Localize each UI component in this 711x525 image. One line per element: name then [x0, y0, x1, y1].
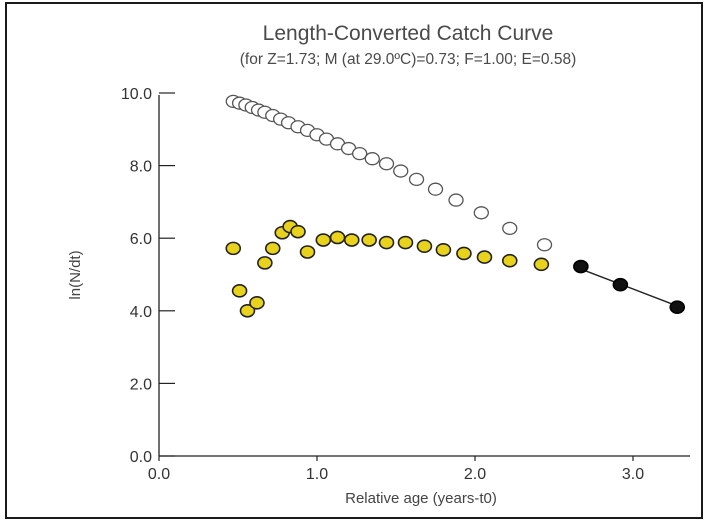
x-axis-ticks: 0.0 1.0 2.0 3.0: [148, 456, 644, 483]
chart-frame: [5, 2, 703, 519]
x-axis-label: Relative age (years-t0): [345, 490, 497, 507]
open-point: [364, 152, 380, 166]
y-tick-label: 6.0: [130, 231, 152, 248]
black-point: [573, 259, 589, 274]
y-axis-ticks: 0.0 2.0 4.0 6.0 8.0 10.0: [121, 86, 175, 466]
yellow-point: [315, 233, 332, 247]
yellow-point: [361, 233, 377, 247]
x-tick-label: 0.0: [148, 466, 170, 483]
y-tick-label: 8.0: [130, 159, 152, 176]
open-point: [378, 157, 395, 171]
yellow-point: [397, 235, 414, 250]
open-point: [427, 182, 444, 196]
yellow-point: [299, 245, 316, 259]
open-point: [536, 238, 553, 252]
open-point: [448, 193, 464, 207]
yellow-point: [416, 239, 433, 253]
yellow-point: [456, 246, 472, 261]
yellow-point: [533, 257, 550, 272]
y-tick-label: 2.0: [130, 376, 152, 393]
yellow-point: [249, 296, 265, 310]
x-tick-label: 2.0: [464, 466, 486, 483]
black-point: [612, 277, 629, 292]
yellow-point: [435, 243, 452, 257]
regression-line-group: [580, 268, 681, 308]
open-point: [473, 206, 489, 220]
open-point: [408, 172, 425, 187]
yellow-point: [343, 233, 360, 247]
x-tick-label: 1.0: [306, 466, 328, 483]
yellow-point: [501, 253, 518, 268]
yellow-point: [476, 250, 493, 264]
x-tick-label: 3.0: [622, 466, 644, 483]
yellow-point: [290, 224, 306, 239]
yellow-point: [329, 230, 346, 245]
open-point: [352, 146, 368, 161]
series-yellow-points: [225, 219, 550, 318]
y-tick-label: 0.0: [130, 449, 152, 466]
chart-title: Length-Converted Catch Curve: [263, 22, 554, 45]
yellow-point: [264, 241, 281, 256]
series-black-points: [573, 259, 686, 314]
yellow-point: [378, 235, 395, 250]
chart-subtitle: (for Z=1.73; M (at 29.0ºC)=0.73; F=1.00;…: [240, 51, 577, 68]
y-tick-label: 4.0: [130, 304, 152, 321]
yellow-point: [239, 303, 256, 318]
y-axis-label: ln(N/dt): [67, 250, 84, 299]
open-point: [502, 221, 518, 236]
series-open-points: [225, 94, 553, 252]
data-points: [225, 94, 686, 318]
open-point: [393, 164, 409, 178]
yellow-point: [225, 241, 242, 256]
black-point: [669, 300, 686, 314]
yellow-point: [257, 256, 273, 270]
yellow-point: [231, 284, 248, 298]
regression-line: [580, 268, 681, 308]
y-tick-label: 10.0: [121, 86, 152, 103]
